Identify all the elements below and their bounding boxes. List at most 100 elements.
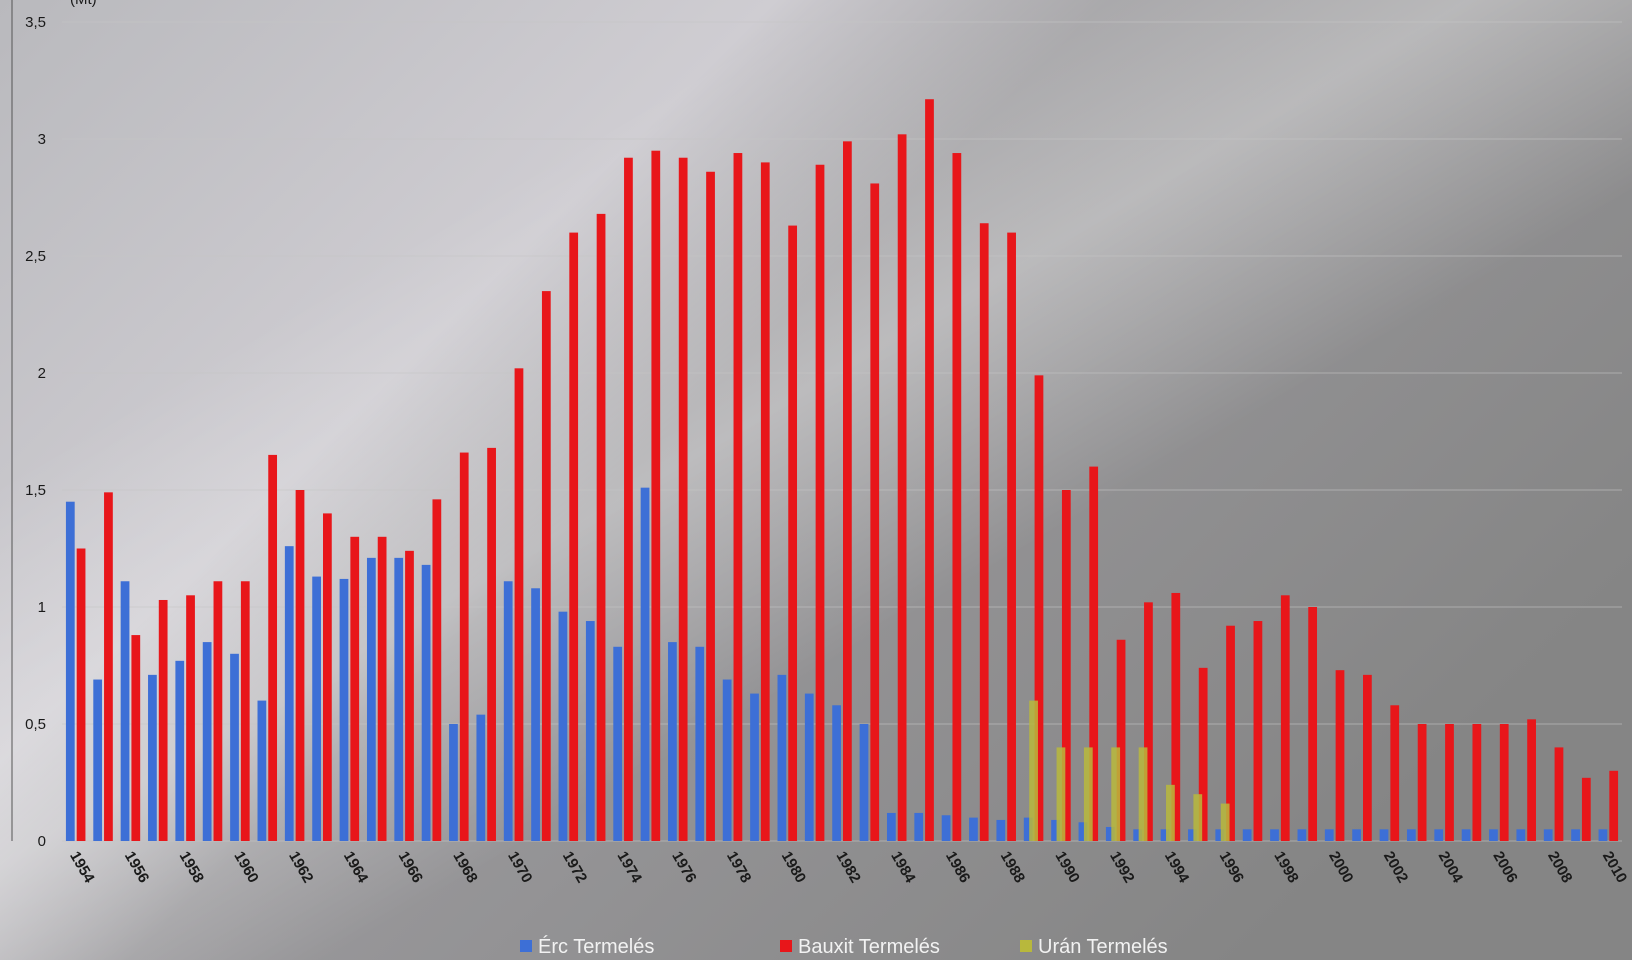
bar bbox=[750, 693, 759, 841]
bar bbox=[394, 557, 404, 841]
bar bbox=[323, 513, 332, 841]
bar bbox=[1007, 232, 1016, 842]
bar bbox=[432, 499, 442, 841]
bar bbox=[1111, 747, 1121, 841]
bar bbox=[339, 578, 349, 841]
bar bbox=[1609, 770, 1619, 841]
bar bbox=[1417, 724, 1427, 841]
bar bbox=[777, 674, 787, 841]
bar bbox=[585, 621, 595, 841]
bar bbox=[651, 150, 661, 841]
bar bbox=[1461, 829, 1471, 841]
bar bbox=[366, 557, 376, 841]
bar bbox=[202, 642, 212, 841]
bar bbox=[350, 536, 360, 841]
bar bbox=[668, 642, 677, 841]
bar bbox=[1406, 829, 1416, 841]
bar bbox=[1472, 724, 1482, 841]
bar bbox=[213, 581, 223, 841]
bar bbox=[678, 157, 688, 842]
bar bbox=[815, 164, 825, 842]
bar bbox=[722, 679, 732, 841]
bar bbox=[158, 599, 168, 841]
bar bbox=[832, 705, 841, 841]
bar bbox=[476, 714, 486, 841]
bar bbox=[1499, 724, 1509, 841]
bar bbox=[695, 646, 705, 841]
bar bbox=[1193, 794, 1203, 841]
bar bbox=[1160, 829, 1170, 841]
bar bbox=[1078, 822, 1088, 841]
bar bbox=[1029, 700, 1038, 841]
bar bbox=[487, 447, 496, 841]
bar bbox=[449, 724, 458, 841]
bar bbox=[104, 492, 113, 841]
bar bbox=[1352, 829, 1361, 841]
legend-swatch bbox=[780, 940, 792, 952]
bar bbox=[148, 674, 157, 841]
bar bbox=[175, 660, 185, 841]
y-tick-label: 2,5 bbox=[25, 248, 46, 265]
bar bbox=[914, 812, 924, 841]
bar bbox=[1133, 829, 1143, 841]
bar bbox=[405, 550, 414, 841]
bar bbox=[1390, 705, 1400, 841]
bar bbox=[186, 595, 195, 841]
bar bbox=[1581, 777, 1591, 841]
bar bbox=[1270, 829, 1279, 841]
bar bbox=[1434, 829, 1444, 841]
bar bbox=[1198, 667, 1208, 841]
bar bbox=[925, 99, 934, 842]
y-tick-label: 3 bbox=[38, 131, 46, 148]
bar bbox=[733, 153, 743, 842]
bar bbox=[1297, 829, 1307, 841]
bar bbox=[558, 611, 568, 841]
bar bbox=[230, 653, 239, 841]
bar bbox=[1324, 829, 1334, 841]
bar bbox=[870, 183, 880, 841]
bar bbox=[541, 291, 551, 842]
bar bbox=[1171, 592, 1181, 841]
bar bbox=[706, 171, 715, 841]
bar bbox=[640, 487, 650, 841]
bar bbox=[377, 536, 387, 841]
y-axis-label: (Mt) bbox=[70, 0, 97, 8]
bar bbox=[1516, 829, 1526, 841]
bar bbox=[569, 232, 579, 842]
bar bbox=[531, 588, 540, 841]
bar bbox=[421, 564, 431, 841]
bar bbox=[886, 812, 896, 841]
bar bbox=[459, 452, 469, 841]
y-tick-label: 1 bbox=[38, 599, 46, 616]
bar bbox=[1554, 747, 1564, 841]
y-tick-label: 3,5 bbox=[25, 14, 46, 31]
bar bbox=[1051, 819, 1060, 841]
bar bbox=[1489, 829, 1498, 841]
bar bbox=[257, 700, 267, 841]
bar bbox=[1105, 826, 1115, 841]
bar bbox=[1023, 817, 1033, 841]
y-tick-label: 0 bbox=[38, 833, 46, 850]
bar bbox=[1034, 375, 1044, 841]
bar bbox=[1215, 829, 1225, 841]
legend-label: Bauxit Termelés bbox=[798, 936, 940, 958]
bar bbox=[596, 213, 606, 841]
bar bbox=[131, 635, 141, 841]
bar bbox=[1308, 607, 1318, 841]
bar bbox=[1138, 747, 1148, 841]
bar bbox=[240, 581, 250, 841]
bar bbox=[1144, 602, 1153, 841]
bar bbox=[1571, 829, 1580, 841]
bar bbox=[284, 546, 294, 841]
legend-label: Érc Termelés bbox=[538, 935, 654, 958]
bar bbox=[979, 223, 989, 842]
bar bbox=[514, 368, 524, 841]
bar bbox=[843, 141, 852, 842]
bar bbox=[897, 134, 907, 841]
bar bbox=[996, 819, 1006, 841]
bar bbox=[1166, 784, 1175, 841]
bar bbox=[1379, 829, 1389, 841]
bar bbox=[1242, 829, 1252, 841]
